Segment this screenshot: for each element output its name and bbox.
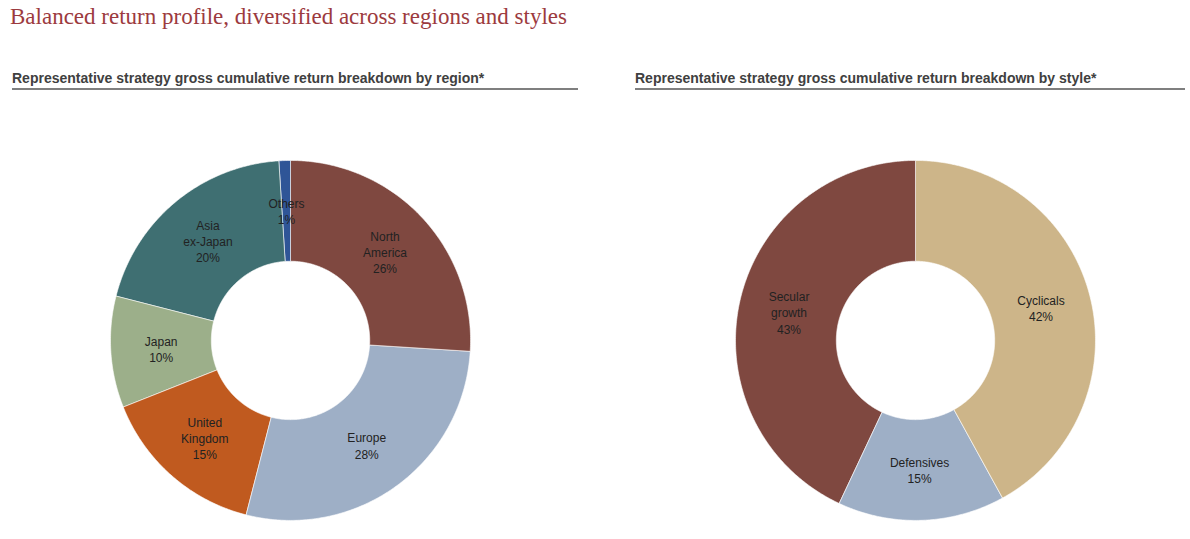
html-text:Representative strategy gross: Representative strategy gross cumulative… [12, 70, 485, 86]
svg-text:Seculargrowth43%: Seculargrowth43% [769, 290, 810, 336]
svg-text:Japan10%: Japan10% [145, 335, 178, 365]
svg-text:Europe28%: Europe28% [347, 431, 386, 461]
html-text:Representative strategy gross: Representative strategy gross cumulative… [635, 70, 1097, 86]
html-text:Balanced return profile, diver: Balanced return profile, diversified acr… [10, 4, 567, 29]
svg-text:UnitedKingdom15%: UnitedKingdom15% [181, 416, 228, 462]
svg-text:Others1%: Others1% [268, 197, 304, 227]
svg-text:Asiaex-Japan20%: Asiaex-Japan20% [183, 219, 232, 265]
svg-text:Cyclicals42%: Cyclicals42% [1017, 294, 1064, 324]
svg-text:Defensives15%: Defensives15% [890, 456, 949, 486]
svg-text:NorthAmerica26%: NorthAmerica26% [363, 230, 407, 276]
